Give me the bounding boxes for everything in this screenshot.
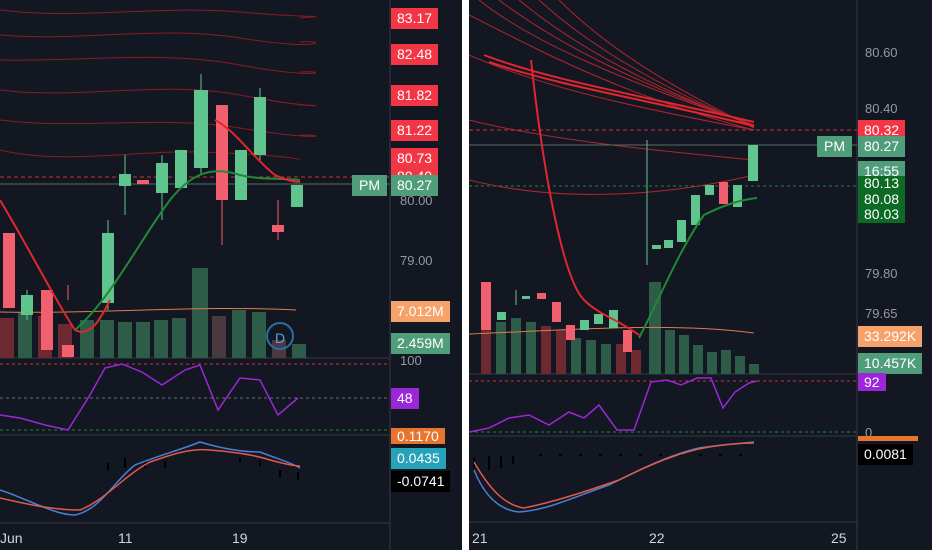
price-tag: 80.13	[858, 176, 906, 190]
left-candles	[3, 74, 303, 357]
time-tick: 25	[831, 530, 847, 546]
time-tick: 19	[232, 530, 248, 546]
price-tag: 80.08	[858, 189, 906, 210]
macd-tag: 0.0435	[391, 448, 446, 469]
left-chart-panel[interactable]: 83.17 82.48 81.82 81.22 80.73 80.40 PM 8…	[0, 0, 462, 550]
macd-tag: 0.0081	[858, 444, 913, 465]
price-tag: 80.73	[391, 148, 439, 169]
left-volume-bars	[0, 268, 306, 358]
left-chart-canvas[interactable]	[0, 0, 462, 550]
volume-tag: 2.459M	[391, 333, 450, 354]
right-chart-canvas[interactable]	[469, 0, 932, 550]
price-tick: 79.00	[400, 253, 433, 268]
volume-tag: 7.012M	[391, 301, 450, 322]
time-tick: 21	[472, 530, 488, 546]
price-tick: 79.80	[865, 266, 898, 281]
price-tag: 81.22	[391, 120, 439, 141]
ma-ribbon	[469, 0, 755, 195]
premarket-badge: PM	[352, 175, 387, 196]
volume-tag: 33.292K	[858, 326, 923, 347]
right-chart-panel[interactable]: 80.60 80.40 79.80 79.65 80.32 PM 80.27 1…	[469, 0, 932, 550]
last-price-tag: 80.27	[391, 175, 439, 196]
price-tag: 83.17	[391, 8, 439, 29]
dividend-badge[interactable]: D	[266, 322, 294, 350]
price-tick: 80.00	[400, 193, 433, 208]
right-candles	[481, 140, 758, 352]
macd-tag: 0.1170	[391, 428, 445, 444]
macd-tag: -0.0741	[391, 471, 451, 492]
volume-tag: 10.457K	[858, 353, 923, 374]
price-tick: 80.40	[865, 101, 898, 116]
time-tick: 11	[118, 530, 133, 546]
premarket-badge: PM	[817, 136, 852, 157]
price-tag: 81.82	[391, 85, 439, 106]
rsi-tag: 92	[858, 373, 886, 391]
ma-ribbon	[0, 9, 317, 161]
rsi-tick: 100	[400, 353, 422, 368]
macd-separator	[858, 436, 918, 441]
price-tick: 79.65	[865, 306, 898, 321]
rsi-tag: 48	[391, 388, 419, 409]
price-tag: 82.48	[391, 44, 439, 65]
rsi-tick: 0	[865, 425, 873, 440]
time-tick: Jun	[0, 530, 23, 546]
time-tick: 22	[649, 530, 665, 546]
price-tag: 80.32	[858, 120, 906, 141]
last-price-tag: 80.27	[858, 136, 906, 157]
price-tag: 80.03	[858, 205, 906, 223]
price-tick: 80.60	[865, 45, 898, 60]
